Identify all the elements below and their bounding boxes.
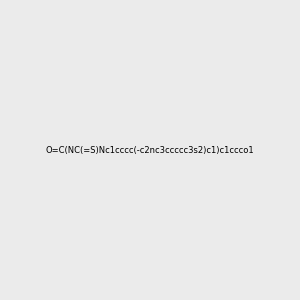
- Text: O=C(NC(=S)Nc1cccc(-c2nc3ccccc3s2)c1)c1ccco1: O=C(NC(=S)Nc1cccc(-c2nc3ccccc3s2)c1)c1cc…: [46, 146, 254, 154]
